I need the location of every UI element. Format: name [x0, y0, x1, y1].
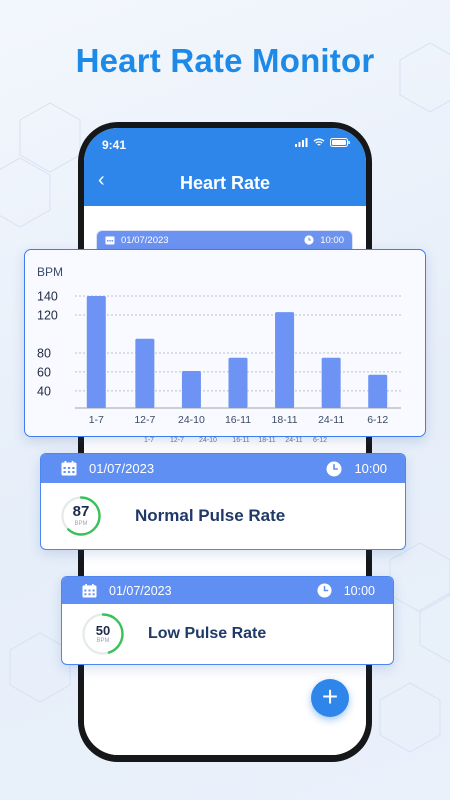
background-x-label: 24-11	[285, 437, 303, 444]
background-card-header: 01/07/2023 10:00	[97, 231, 352, 249]
reading-card-low[interactable]: 01/07/2023 10:00 50 BPM Low Pulse Rate	[61, 576, 394, 665]
bar-24-10	[181, 370, 201, 408]
reading-date: 01/07/2023	[89, 461, 155, 476]
background-x-labels: 1-7 12-7 24-10 16-11 18-11 24-11 6-12	[0, 437, 450, 449]
calendar-icon	[61, 461, 77, 476]
y-tick-label: 40	[37, 384, 51, 398]
bpm-bar-chart: BPM 40 60 80 120 140 1-7 12-7 24-10 16-11 18-11 24-…	[37, 265, 401, 426]
bar-1-7	[86, 296, 106, 408]
background-card-time: 10:00	[320, 234, 344, 246]
calendar-icon	[105, 236, 115, 245]
bpm-chart-card: BPM 40 60 80 120 140 1-7 12-7 24-10 16-11 18-11 24-…	[24, 249, 426, 437]
x-tick-label: 1-7	[89, 414, 104, 426]
clock-icon	[317, 583, 332, 598]
x-tick-label: 18-11	[272, 414, 298, 426]
bar-12-7	[135, 338, 155, 408]
clock-icon	[326, 461, 342, 476]
reading-card-header: 01/07/2023 10:00	[62, 577, 393, 604]
signal-icon	[295, 138, 308, 147]
y-axis-label: BPM	[37, 265, 63, 279]
background-x-label: 24-10	[199, 437, 217, 444]
background-x-label: 1-7	[143, 437, 155, 444]
y-tick-label: 120	[37, 308, 58, 322]
reading-time: 10:00	[343, 583, 375, 598]
background-x-label: 6-12	[312, 437, 327, 444]
bar-18-11	[275, 312, 295, 408]
reading-card-header: 01/07/2023 10:00	[41, 454, 405, 483]
reading-date: 01/07/2023	[109, 583, 172, 598]
bar-6-12	[368, 374, 388, 408]
x-tick-label: 6-12	[367, 414, 388, 426]
background-x-label: 16-11	[232, 437, 250, 444]
status-icons	[295, 138, 350, 147]
battery-icon	[330, 138, 350, 147]
status-time: 9:41	[102, 138, 127, 152]
reading-card-body: 87 BPM Normal Pulse Rate	[41, 483, 405, 549]
reading-card-body: 50 BPM Low Pulse Rate	[62, 604, 393, 664]
y-tick-label: 60	[37, 365, 51, 379]
background-x-label: 18-11	[258, 437, 276, 444]
clock-icon	[304, 235, 314, 245]
screen-title: Heart Rate	[179, 173, 271, 193]
x-tick-label: 24-11	[318, 414, 344, 426]
wifi-icon	[313, 138, 325, 146]
bpm-value: 87	[72, 503, 90, 520]
add-reading-button[interactable]: +	[311, 679, 349, 717]
bpm-ring-gauge: 87 BPM	[61, 494, 101, 538]
pulse-status-label: Low Pulse Rate	[148, 625, 267, 642]
y-tick-label: 80	[37, 346, 51, 360]
bpm-unit: BPM	[74, 521, 88, 527]
bpm-value: 50	[95, 623, 111, 638]
background-x-label: 12-7	[169, 437, 184, 444]
x-tick-label: 16-11	[225, 414, 251, 426]
x-tick-label: 24-10	[178, 414, 205, 426]
app-header: 9:41 ‹ Heart Rate	[84, 128, 366, 206]
pulse-status-label: Normal Pulse Rate	[135, 506, 286, 525]
bar-24-11	[321, 357, 341, 408]
y-tick-label: 140	[37, 290, 58, 304]
reading-time: 10:00	[354, 461, 387, 476]
bar-16-11	[228, 357, 248, 408]
background-card-date: 01/07/2023	[121, 234, 169, 246]
bpm-ring-gauge: 50 BPM	[82, 613, 124, 655]
calendar-icon	[82, 583, 97, 598]
back-button[interactable]: ‹	[98, 169, 105, 191]
reading-card-normal[interactable]: 01/07/2023 10:00 87 BPM Normal Pulse Rat…	[40, 453, 406, 550]
page-headline: Heart Rate Monitor	[75, 42, 375, 79]
x-tick-label: 12-7	[134, 414, 155, 426]
bpm-unit: BPM	[96, 638, 110, 644]
